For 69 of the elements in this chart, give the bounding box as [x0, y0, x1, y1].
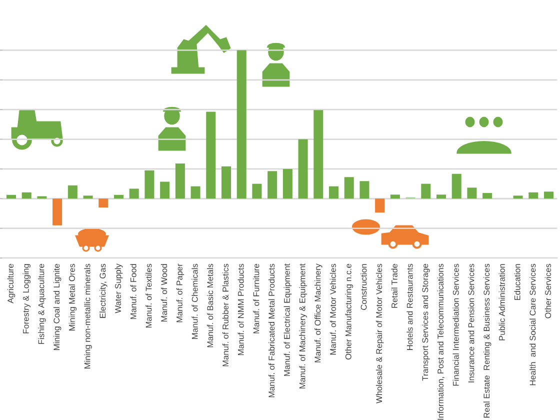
bar — [544, 192, 554, 199]
bar — [528, 192, 538, 199]
bar — [129, 188, 139, 199]
bar — [375, 198, 385, 213]
x-tick-label: Mining Metal Ores — [68, 264, 77, 330]
bar — [513, 196, 523, 199]
x-tick-label: Real Estate Renting & Business Services — [483, 264, 492, 418]
x-tick-label: Manuf. of Food — [130, 264, 136, 319]
bar — [52, 198, 62, 226]
bar — [452, 174, 462, 199]
x-tick-label: Health and Social Care Services — [530, 264, 536, 386]
bar — [314, 110, 324, 199]
x-tick-label: Agriculture — [7, 264, 16, 304]
bar — [144, 170, 154, 199]
x-tick-label: Construction — [360, 264, 367, 310]
bar — [482, 192, 492, 199]
x-tick-label: Manuf. of Electrical Equipment — [284, 264, 292, 376]
x-tick-label: Wholesale & Repair of Motor Vehicles — [376, 264, 384, 404]
x-tick-label: Public Administration — [498, 264, 505, 340]
x-tick-label: Manuf. of Rubber & Plastics — [222, 264, 228, 366]
x-tick-label: Mining non-metallic minerals — [84, 264, 92, 368]
x-tick-label: Forestry & Logging — [22, 264, 30, 334]
x-tick-label: Retail Trade — [391, 264, 398, 308]
x-tick-label: Manuf. of Motor Vehicles — [330, 264, 336, 355]
x-tick-label: Manuf. of NMM Products — [238, 264, 244, 356]
bar — [83, 196, 93, 199]
x-tick-label: Electricity, Gas — [100, 264, 108, 318]
bar — [236, 50, 246, 199]
bar — [436, 194, 446, 199]
x-tick-label: Financial Intermediation Services — [452, 264, 459, 386]
bar — [298, 139, 308, 199]
x-tick-label: Mining Coal and Lignite — [53, 264, 62, 350]
bar — [328, 186, 339, 199]
bar — [206, 112, 216, 199]
bar — [190, 186, 200, 199]
x-tick-label: Other Services — [544, 264, 551, 318]
bar — [68, 185, 78, 199]
bar — [268, 171, 278, 199]
bar — [360, 181, 370, 199]
x-tick-label: Manuf. of Chemicals — [192, 264, 198, 339]
x-tick-label: Manuf. of Wood — [160, 264, 168, 322]
bar — [175, 163, 185, 199]
x-tick-label: Hotels and Restaurants — [406, 264, 413, 350]
x-tick-label: Manuf. of Paper — [176, 264, 184, 322]
x-tick-label: Manuf. of Office Machinery — [314, 264, 322, 362]
bar — [114, 194, 124, 199]
x-tick-label: Insurance and Pension Services — [468, 264, 474, 382]
bar — [282, 168, 292, 199]
bar — [160, 182, 170, 199]
x-tick-label: Water Supply — [114, 264, 123, 314]
x-tick-label: Manuf. of Basic Metals — [207, 264, 214, 348]
x-tick-label: Transport Services and Storage — [422, 264, 430, 381]
bar — [421, 184, 431, 199]
x-tick-label: Manuf. of Machinery & Equipment — [299, 264, 307, 388]
bar — [98, 198, 108, 208]
x-tick-label: Education — [514, 264, 520, 300]
bar — [390, 194, 400, 199]
x-tick-label: Fishing & Aquaculture — [38, 264, 46, 344]
x-tick-label: Manuf. of Textiles — [146, 264, 152, 328]
x-tick-label: Manuf. of Furniture — [253, 264, 260, 334]
x-tick-label: Other Manufacturing n.c.e — [345, 264, 353, 360]
x-tick-label: Information, Post and Telecommunications — [437, 264, 444, 420]
bar — [252, 184, 262, 199]
bar — [344, 177, 354, 199]
bar — [6, 194, 16, 199]
bar — [22, 192, 32, 199]
bar — [221, 166, 232, 199]
x-tick-label: Manuf. of Fabricated Metal Products — [268, 264, 275, 398]
bar — [467, 188, 477, 199]
